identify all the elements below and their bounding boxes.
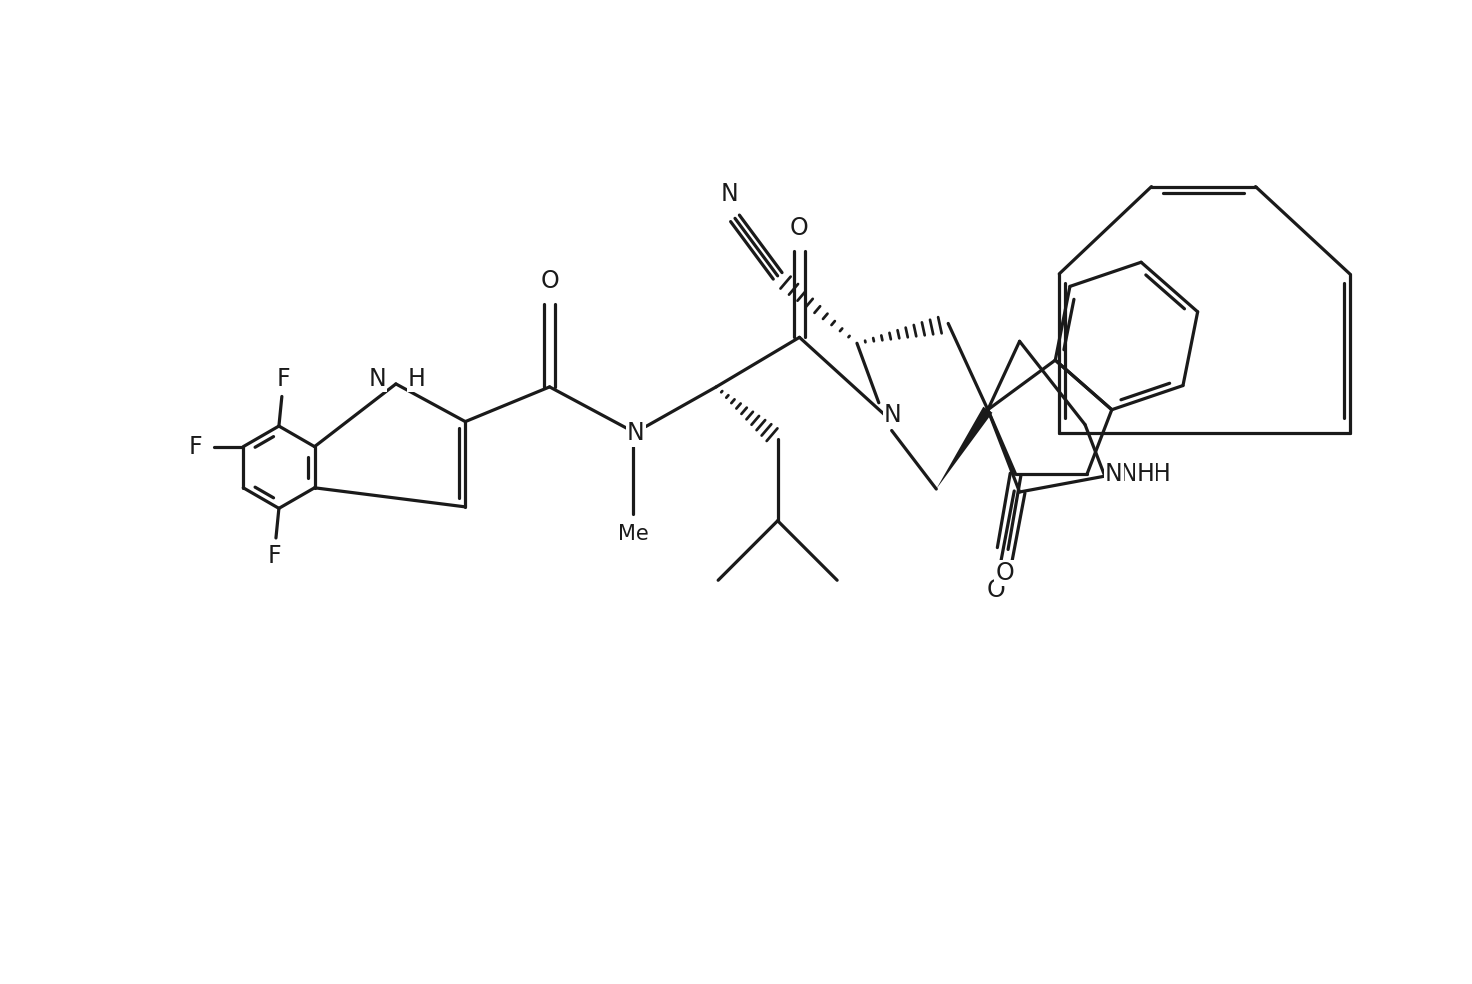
Text: N: N [883, 402, 901, 427]
Polygon shape [936, 406, 992, 489]
Text: F: F [188, 435, 203, 459]
Text: F: F [268, 544, 281, 568]
Text: N: N [1120, 462, 1138, 486]
Text: N: N [720, 182, 737, 206]
Text: H: H [408, 367, 425, 391]
Text: N: N [1105, 462, 1123, 486]
Text: N: N [368, 367, 386, 391]
Text: F: F [277, 367, 290, 391]
Text: O: O [986, 579, 1005, 602]
Text: N: N [627, 421, 645, 446]
Text: H: H [1153, 462, 1170, 486]
Text: H: H [1136, 462, 1154, 486]
Text: O: O [790, 216, 808, 240]
Text: O: O [995, 561, 1014, 585]
Text: Me: Me [618, 523, 648, 543]
Text: O: O [540, 269, 559, 293]
